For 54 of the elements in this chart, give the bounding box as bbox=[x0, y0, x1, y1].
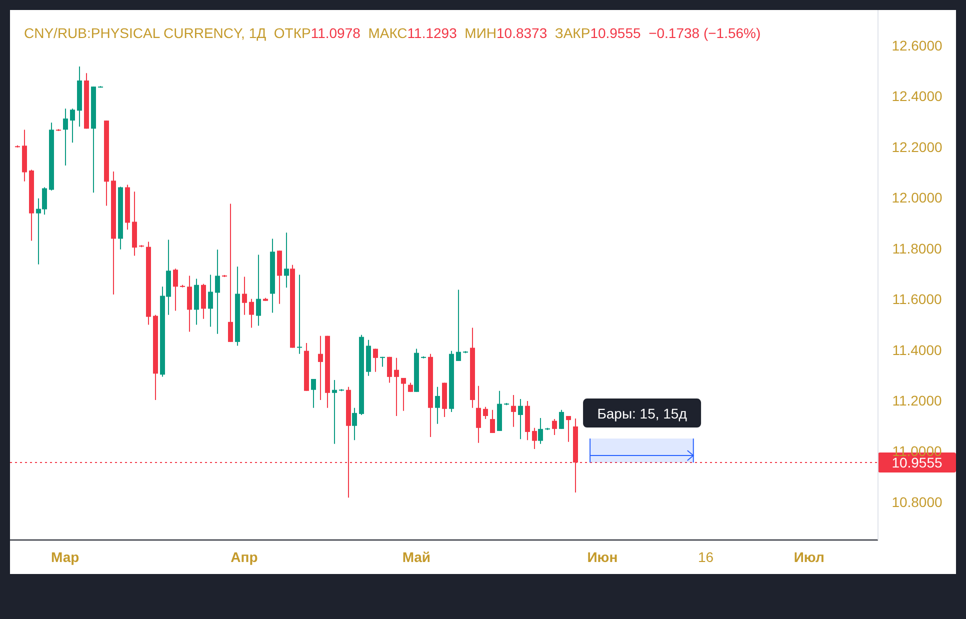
candlestick bbox=[215, 249, 220, 334]
candlestick bbox=[284, 232, 289, 288]
x-tick-label: Мар bbox=[51, 549, 80, 565]
x-tick-label: Июл bbox=[794, 549, 824, 565]
candlestick bbox=[242, 276, 247, 316]
candlestick bbox=[256, 254, 261, 326]
candlestick bbox=[63, 108, 68, 166]
candlestick bbox=[173, 268, 178, 312]
y-tick-label: 12.0000 bbox=[892, 190, 943, 206]
candlestick bbox=[511, 394, 516, 428]
y-tick-label: 11.6000 bbox=[892, 291, 942, 308]
y-tick-label: 12.2000 bbox=[892, 138, 943, 155]
candlestick bbox=[566, 415, 571, 442]
y-tick-label: 12.6000 bbox=[892, 38, 943, 54]
candlestick bbox=[380, 356, 385, 368]
candlestick bbox=[456, 289, 461, 362]
candlestick bbox=[538, 418, 543, 444]
candlestick bbox=[352, 407, 357, 441]
candlestick bbox=[490, 409, 495, 434]
candlestick bbox=[311, 378, 316, 408]
x-tick-label: Июн bbox=[587, 549, 618, 565]
ref-line-label: 10.9555 bbox=[892, 454, 943, 471]
candlestick bbox=[394, 357, 399, 416]
candlestick bbox=[187, 275, 192, 332]
candlestick bbox=[435, 386, 440, 424]
candlestick bbox=[201, 283, 206, 320]
candlestick bbox=[559, 409, 564, 430]
candlestick bbox=[249, 298, 254, 328]
candlestick bbox=[332, 379, 337, 444]
y-tick-label: 10.8000 bbox=[892, 494, 943, 510]
candlestick bbox=[518, 398, 523, 440]
candlestick bbox=[532, 427, 537, 450]
candlestick bbox=[552, 418, 557, 436]
annotation: Бары: 15, 15д bbox=[597, 406, 687, 422]
candlestick bbox=[387, 356, 392, 384]
candlestick bbox=[70, 108, 75, 144]
candlestick bbox=[373, 348, 378, 372]
y-tick-label: 11.8000 bbox=[892, 240, 942, 256]
candlestick bbox=[476, 385, 481, 444]
x-tick-label: Май bbox=[402, 549, 431, 565]
candlestick bbox=[318, 335, 323, 401]
text: CNY/RUB:PHYSICAL CURRENCY, 1Д bbox=[24, 25, 267, 41]
y-tick-label: 11.2000 bbox=[892, 392, 942, 409]
candlestick bbox=[208, 274, 213, 328]
y-tick-label: 11.4000 bbox=[892, 342, 942, 358]
candlestick bbox=[228, 203, 233, 342]
x-tick-label: Апр bbox=[230, 549, 258, 565]
candlestick bbox=[408, 382, 413, 392]
x-tick-label: 16 bbox=[698, 549, 714, 565]
candlestick bbox=[297, 274, 302, 354]
y-tick-label: 12.4000 bbox=[892, 88, 943, 104]
text: ОТКР11.0978 МАКС11.1293 МИН10.8373 ЗАКР10.9555 −0.1738 (−1.56%) bbox=[274, 25, 761, 41]
candlestick bbox=[401, 377, 406, 412]
candlestick bbox=[483, 406, 488, 420]
